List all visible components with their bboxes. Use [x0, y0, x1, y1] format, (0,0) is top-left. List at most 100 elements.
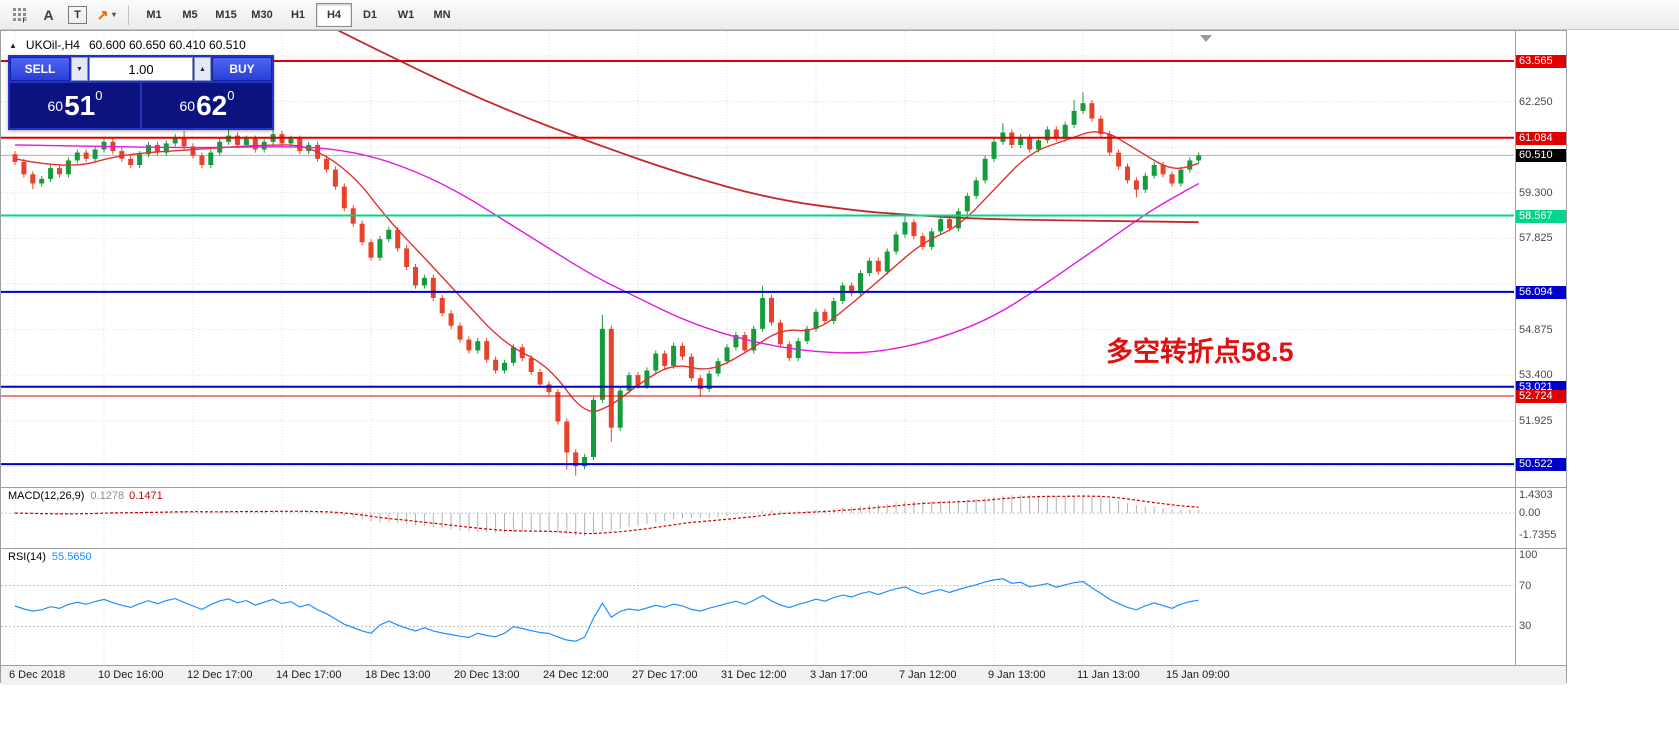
svg-text:F: F [22, 17, 27, 23]
sell-price-point: 0 [95, 88, 103, 103]
axis-scale-label: 0.00 [1519, 507, 1541, 520]
timeframe-mn-button[interactable]: MN [433, 8, 451, 21]
price-badge: 56.094 [1516, 285, 1566, 299]
ohlc-values: 60.600 60.650 60.410 60.510 [88, 38, 246, 52]
lot-decrease-button[interactable]: ▼ [71, 57, 88, 81]
time-axis-label: 7 Jan 12:00 [899, 669, 957, 681]
buy-button[interactable]: BUY [212, 57, 272, 81]
price-badge: 60.510 [1516, 149, 1566, 163]
macd-main-value: 0.1278 [90, 490, 125, 502]
time-axis-label: 10 Dec 16:00 [98, 669, 164, 681]
lot-increase-button[interactable]: ▲ [194, 57, 211, 81]
axis-scale-label: 1.4303 [1519, 489, 1553, 502]
timeframe-m15-button[interactable]: M15 [215, 8, 237, 21]
timeframe-d1-button[interactable]: D1 [362, 8, 378, 21]
text-label-tool-icon[interactable]: A [43, 6, 54, 23]
buy-price-pips: 62 [196, 89, 228, 121]
price-badge: 58.567 [1516, 209, 1566, 223]
time-axis-label: 3 Jan 17:00 [810, 669, 868, 681]
lot-size-input[interactable] [89, 57, 193, 81]
axis-scale-label: 62.250 [1519, 95, 1553, 108]
chart-window: ▲ UKOil-,H4 60.600 60.650 60.410 60.510 … [0, 30, 1567, 685]
price-badge: 63.565 [1516, 55, 1566, 68]
time-axis-label: 9 Jan 13:00 [988, 669, 1046, 681]
buy-price-int: 60 [179, 97, 196, 114]
macd-signal-line [14, 495, 1199, 535]
ma-slow-line [337, 31, 1199, 224]
price-badge: 50.522 [1516, 458, 1566, 472]
arrows-dropdown-icon[interactable]: ▾ [92, 2, 121, 27]
macd-signal-value: 0.1471 [129, 490, 163, 502]
rsi-pane[interactable]: RSI(14) 55.5650 100 70 30 [1, 549, 1566, 666]
macd-pane[interactable]: MACD(12,26,9) 0.1278 0.1471 1.4303 0.00 -1.7… [1, 488, 1566, 549]
rsi-name: RSI(14) [8, 551, 46, 563]
one-click-toggle-icon[interactable]: ▲ [9, 40, 17, 50]
buy-price-display[interactable]: 60 62 0 [142, 83, 272, 128]
axis-scale-label: -1.7355 [1519, 528, 1557, 541]
macd-label: MACD(12,26,9) 0.1278 0.1471 [8, 490, 163, 502]
text-tool-glyph: T [68, 5, 87, 24]
time-axis-label: 20 Dec 13:00 [454, 669, 520, 681]
timeframe-h1-button[interactable]: H1 [290, 8, 306, 21]
rsi-axis[interactable]: 100 70 30 [1515, 549, 1566, 665]
chart-annotation-text: 多空转折点58.5 [1106, 337, 1294, 367]
time-axis-label: 18 Dec 13:00 [365, 669, 431, 681]
sell-button[interactable]: SELL [10, 57, 70, 81]
one-click-prices-row: 60 51 0 60 62 0 [10, 83, 272, 128]
sell-price-int: 60 [47, 97, 64, 114]
macd-histogram [23, 494, 1200, 536]
buy-price-point: 0 [227, 88, 235, 103]
grid-stamp-glyph: F [12, 7, 27, 23]
symbol-period-label: UKOil-,H4 [25, 38, 80, 52]
rsi-line [14, 578, 1199, 642]
macd-grid [1, 488, 1514, 547]
axis-scale-label: 57.825 [1519, 232, 1553, 245]
axis-scale-label: 53.400 [1519, 369, 1553, 382]
rsi-canvas[interactable] [1, 549, 1514, 664]
time-axis-label: 11 Jan 13:00 [1077, 669, 1140, 681]
time-axis-label: 12 Dec 17:00 [187, 669, 253, 681]
chevron-down-icon: ▾ [111, 10, 116, 19]
timeframe-m1-button[interactable]: M1 [146, 8, 162, 21]
toolbar-separator [128, 4, 129, 25]
timeframe-w1-button[interactable]: W1 [397, 8, 415, 21]
time-axis-label: 24 Dec 12:00 [543, 669, 609, 681]
price-pane[interactable]: ▲ UKOil-,H4 60.600 60.650 60.410 60.510 … [1, 31, 1566, 488]
time-axis-label: 27 Dec 17:00 [632, 669, 698, 681]
axis-scale-label: 70 [1519, 579, 1532, 592]
one-click-controls-row: SELL ▼ ▲ BUY [10, 57, 272, 81]
candles-group [12, 92, 1202, 476]
quote-header: ▲ UKOil-,H4 60.600 60.650 60.410 60.510 [9, 38, 246, 52]
rsi-grid [14, 549, 1173, 664]
text-tool-icon[interactable]: T [63, 2, 92, 27]
timeframe-group: M1 M5 M15 M30 H1 H4 D1 W1 MN [136, 2, 460, 27]
time-axis-label: 14 Dec 17:00 [276, 669, 342, 681]
rsi-label: RSI(14) 55.5650 [8, 551, 92, 563]
axis-scale-label: 30 [1519, 620, 1532, 633]
chart-shift-marker-icon[interactable] [1200, 35, 1212, 42]
macd-axis[interactable]: 1.4303 0.00 -1.7355 [1515, 488, 1566, 548]
price-axis[interactable]: 62.250 59.300 57.825 54.875 53.400 51.925 63.5… [1515, 31, 1566, 487]
time-axis-label: 6 Dec 2018 [9, 669, 66, 681]
macd-canvas[interactable] [1, 488, 1514, 547]
sell-price-display[interactable]: 60 51 0 [10, 83, 140, 128]
price-badge: 61.084 [1516, 131, 1566, 145]
grid-stamp-icon[interactable]: F [5, 2, 34, 27]
axis-scale-label: 100 [1519, 549, 1538, 561]
timeframe-h4-button[interactable]: H4 [316, 2, 352, 27]
rsi-value: 55.5650 [51, 551, 92, 563]
time-axis-label: 15 Jan 09:00 [1166, 669, 1230, 681]
sell-price-pips: 51 [64, 89, 96, 121]
timeframe-m30-button[interactable]: M30 [251, 8, 273, 21]
axis-scale-label: 54.875 [1519, 323, 1553, 336]
ma-fast-line [14, 131, 1199, 413]
time-axis[interactable]: 6 Dec 2018 10 Dec 16:00 12 Dec 17:00 14 Dec… [1, 666, 1566, 685]
timeframe-m5-button[interactable]: M5 [182, 8, 198, 21]
price-badge: 52.724 [1516, 390, 1566, 403]
time-axis-label: 31 Dec 12:00 [721, 669, 787, 681]
axis-scale-label: 59.300 [1519, 186, 1553, 199]
arrow-glyph [98, 11, 107, 20]
ma-mid-line [14, 144, 1200, 354]
